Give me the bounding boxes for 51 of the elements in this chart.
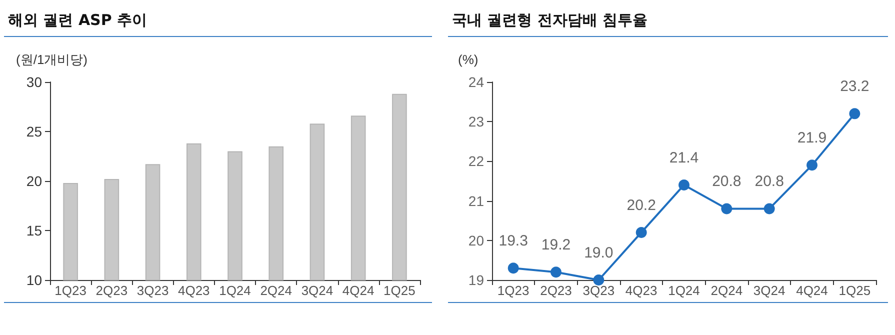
data-label: 19.2 <box>541 236 571 254</box>
chart-title: 국내 궐련형 전자담배 침투율 <box>448 8 888 37</box>
data-label: 19.0 <box>584 244 614 262</box>
x-tick-label: 1Q23 <box>497 283 530 298</box>
x-tick-label: 2Q24 <box>260 283 292 298</box>
y-tick-label: 15 <box>26 222 42 238</box>
y-tick-label: 30 <box>26 74 42 90</box>
data-label: 21.9 <box>797 130 827 147</box>
x-tick-label: 2Q23 <box>96 283 128 298</box>
point <box>636 226 647 238</box>
x-tick-label: 2Q24 <box>710 283 743 298</box>
chart-title: 해외 궐련 ASP 추이 <box>4 8 432 37</box>
y-tick-label: 21 <box>468 192 484 209</box>
y-tick-label: 20 <box>468 232 484 248</box>
data-label: 20.2 <box>626 196 656 214</box>
x-tick-label: 4Q23 <box>625 283 658 298</box>
x-tick-label: 3Q23 <box>136 283 169 298</box>
x-tick-label: 3Q24 <box>753 283 786 298</box>
point <box>678 179 690 190</box>
x-tick-label: 1Q24 <box>219 283 251 298</box>
y-tick-label: 24 <box>468 74 484 90</box>
y-tick-label: 23 <box>468 114 484 130</box>
x-tick-label: 4Q24 <box>342 283 374 298</box>
data-label: 20.8 <box>754 173 784 190</box>
x-tick-label: 3Q23 <box>582 283 615 298</box>
x-tick-label: 4Q23 <box>178 283 210 298</box>
y-axis-title: (%) <box>458 52 478 67</box>
y-tick-label: 25 <box>26 124 42 140</box>
y-axis-title: (원/1개비당) <box>16 52 88 67</box>
x-tick-label: 1Q25 <box>384 283 416 298</box>
data-label: 21.4 <box>669 149 699 166</box>
point <box>764 203 775 214</box>
x-tick-label: 1Q25 <box>838 283 871 298</box>
x-tick-label: 1Q23 <box>54 283 86 298</box>
point <box>550 266 562 278</box>
y-tick-label: 10 <box>26 272 42 288</box>
y-tick-label: 19 <box>468 272 484 288</box>
point <box>721 203 732 214</box>
x-tick-label: 1Q24 <box>668 283 700 298</box>
x-tick-label: 4Q24 <box>796 283 828 298</box>
x-tick-label: 2Q23 <box>540 283 572 298</box>
point <box>508 262 519 274</box>
point <box>806 160 818 171</box>
y-tick-label: 20 <box>26 173 42 189</box>
data-label: 23.2 <box>840 78 870 96</box>
point <box>593 274 604 286</box>
x-tick-label: 3Q24 <box>301 283 334 298</box>
data-label: 20.8 <box>712 173 742 190</box>
y-tick-label: 22 <box>468 153 484 170</box>
data-label: 19.3 <box>498 232 528 250</box>
point <box>849 108 860 120</box>
